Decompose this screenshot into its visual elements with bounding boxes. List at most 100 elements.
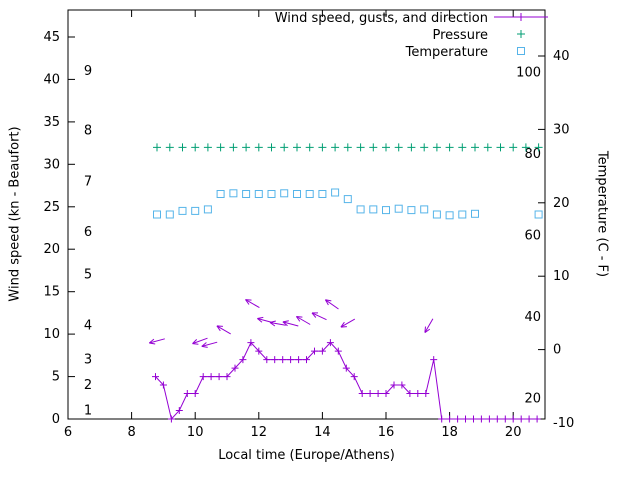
x-tick-label: 20: [505, 425, 522, 440]
temperature-marker: [407, 206, 416, 215]
pressure-marker: [521, 143, 530, 152]
wind-speed-marker: [159, 381, 167, 389]
gust-arrow-head: [424, 326, 426, 333]
wind-speed-marker: [191, 390, 199, 397]
y2-tick-label: 20: [553, 196, 570, 211]
temperature-marker: [471, 209, 479, 218]
pressure-marker: [178, 143, 187, 152]
fahrenheit-label: 100: [516, 65, 541, 80]
pressure-marker: [254, 143, 263, 152]
wind-speed-marker: [326, 339, 334, 347]
y-tick-label: 45: [43, 30, 60, 45]
pressure-marker: [242, 143, 251, 152]
gust-arrow-head: [424, 328, 431, 334]
legend-sample-marker: [517, 47, 525, 55]
gust-arrow-head: [192, 343, 199, 345]
gust-arrow-head: [340, 326, 347, 328]
wind-speed-marker: [247, 339, 255, 347]
temperature-marker: [331, 188, 340, 197]
pressure-marker: [305, 143, 314, 152]
temperature-marker: [420, 205, 429, 214]
temperature-marker: [369, 205, 378, 214]
wind-speed-marker: [509, 415, 517, 423]
y-tick-label: 25: [43, 200, 60, 215]
y2-tick-label: 10: [553, 269, 570, 284]
wind-speed-marker: [390, 381, 398, 389]
pressure-marker: [356, 143, 365, 152]
temperature-marker: [394, 204, 403, 213]
wind-speed-marker: [303, 356, 310, 364]
temperature-marker: [267, 190, 276, 198]
temperature-marker: [203, 205, 212, 214]
gust-arrow-head: [245, 299, 252, 301]
gust-direction-arrow: [424, 318, 434, 333]
wind-speed-marker: [207, 373, 215, 381]
temperature-marker: [445, 211, 454, 220]
wind-speed-marker: [215, 373, 223, 381]
temperature-marker: [242, 190, 251, 198]
wind-speed-marker: [199, 373, 207, 381]
wind-speed-marker: [374, 390, 382, 397]
x-tick-label: 10: [187, 425, 204, 440]
y-axis-title-left: Wind speed (kn - Beaufort): [7, 126, 23, 302]
y-tick-label: 10: [43, 327, 60, 342]
gust-direction-arrow: [216, 325, 231, 335]
wind-speed-marker: [493, 415, 501, 423]
wind-speed-marker: [533, 415, 541, 423]
wind-speed-marker: [517, 415, 525, 423]
y-tick-label: 40: [43, 72, 60, 87]
y2-tick-label: -10: [553, 416, 574, 431]
temperature-marker: [534, 210, 543, 219]
fahrenheit-label: 80: [524, 147, 541, 162]
pressure-marker: [432, 143, 441, 152]
legend-sample-marker: [517, 13, 525, 21]
wind-speed-marker: [422, 390, 430, 397]
gust-arrow-head: [201, 342, 207, 347]
wind-speed-marker: [366, 390, 374, 397]
y-tick-label: 15: [43, 285, 60, 300]
gust-direction-arrow: [282, 321, 299, 327]
pressure-marker: [280, 143, 289, 152]
y-tick-label: 5: [52, 370, 60, 385]
gust-direction-arrow: [311, 312, 327, 321]
gust-direction-arrow: [192, 337, 208, 345]
gust-arrow-head: [148, 338, 155, 344]
x-tick-label: 18: [441, 425, 458, 440]
y-tick-label: 35: [43, 115, 60, 130]
wind-speed-marker: [485, 415, 493, 423]
wind-speed-marker: [525, 415, 533, 423]
temperature-marker: [165, 210, 174, 219]
wind-speed-marker: [398, 381, 406, 389]
legend-label: Pressure: [432, 28, 488, 43]
pressure-marker: [420, 143, 429, 152]
wind-speed-marker: [454, 415, 462, 423]
wind-speed-marker: [358, 390, 366, 397]
y-tick-label: 20: [43, 242, 60, 257]
plot-border: [67, 9, 546, 420]
temperature-marker: [280, 189, 289, 198]
wind-speed-marker: [255, 347, 263, 355]
beaufort-label: 6: [84, 225, 92, 240]
x-axis-title: Local time (Europe/Athens): [218, 448, 395, 463]
pressure-marker: [407, 143, 416, 152]
gust-direction-arrow: [149, 338, 165, 344]
pressure-marker: [534, 143, 543, 152]
wind-speed-marker: [446, 415, 454, 423]
gust-direction-arrow: [201, 341, 218, 347]
fahrenheit-label: 40: [524, 310, 541, 325]
pressure-marker: [369, 143, 378, 152]
wind-speed-marker: [263, 356, 271, 364]
pressure-marker: [191, 143, 200, 152]
fahrenheit-label: 20: [524, 392, 541, 407]
wind-speed-marker: [223, 373, 231, 381]
gust-arrow-head: [149, 342, 156, 345]
pressure-marker: [293, 143, 301, 152]
wind-speed-marker: [414, 390, 422, 397]
temperature-marker: [305, 190, 314, 198]
pressure-marker: [203, 143, 212, 152]
gust-arrow-head: [216, 325, 223, 327]
wind-speed-marker: [295, 356, 303, 364]
temperature-marker: [318, 190, 327, 198]
gust-arrow-head: [324, 299, 329, 306]
